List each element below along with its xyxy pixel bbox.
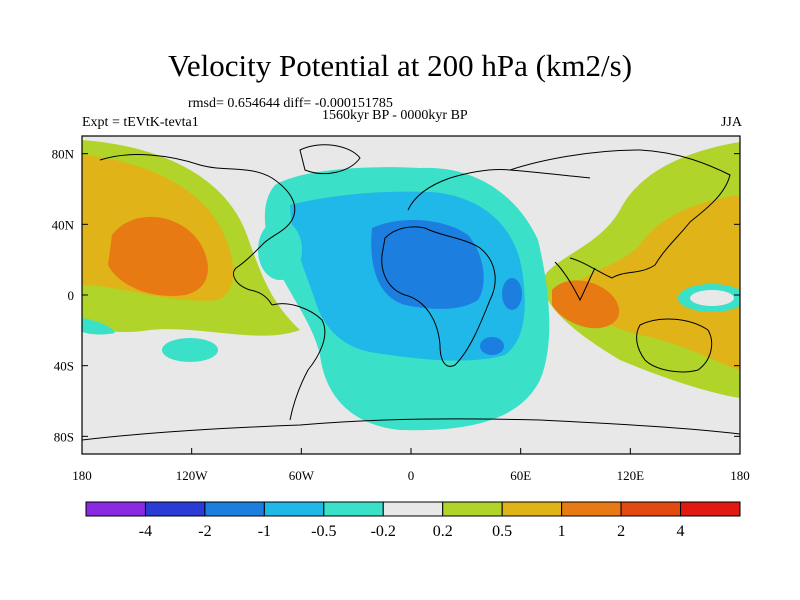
colorbar-label: -4 [139,523,152,540]
x-tick-label: 0 [408,468,415,483]
y-tick-label: 80N [52,147,75,162]
contour-indian-ocean-blue [502,278,522,310]
contour-west-cyan-sliver [82,318,115,335]
colorbar-swatch [680,501,741,517]
coast-europe [407,169,591,211]
contour-indopacific-orange-outer [574,195,740,370]
colorbar: -4 -2 -1 -0.5 -0.2 0.2 0.5 1 2 4 [85,501,741,540]
colorbar-label: 1 [558,523,566,540]
chart-title: Velocity Potential at 200 hPa (km2/s) [167,48,633,83]
contour-indopacific-orange-inner [552,280,620,329]
colorbar-label: 2 [617,523,625,540]
period-text: 1560kyr BP - 0000kyr BP [322,108,468,123]
colorbar-label: -0.2 [371,523,396,540]
stats-text: rmsd= 0.654644 diff= -0.000151785 [188,96,393,111]
colorbar-label: -2 [198,523,211,540]
contour-pacific-small-cyan [162,338,218,362]
contour-africa-blue [371,219,484,309]
y-tick-label: 40S [54,359,74,374]
contour-pacific-orange-inner [108,216,208,296]
experiment-label: Expt = tEVtK-tevta1 [82,115,199,130]
x-tick-label: 60E [510,468,531,483]
x-tick-label: 180 [72,468,92,483]
colorbar-label: 4 [677,523,685,540]
contour-east-grey-patch [690,290,734,306]
colorbar-label: -1 [258,523,271,540]
colorbar-swatch [144,501,206,517]
colorbar-swatch [620,501,682,517]
colorbar-swatch [263,501,325,517]
colorbar-swatch [561,501,622,517]
season-label: JJA [720,115,742,130]
colorbar-label: 0.2 [433,523,453,540]
y-tick-label: 80S [54,429,74,444]
x-tick-label: 180 [730,468,750,483]
colorbar-swatch [442,501,503,517]
contour-madagascar-blue [480,337,504,355]
y-tick-label: 0 [68,288,75,303]
coast-greenland [299,144,361,175]
colorbar-label: -0.5 [311,523,336,540]
coast-africa [381,226,496,367]
x-tick-label: 120W [176,468,209,483]
coast-india [554,261,596,302]
coast-south-america [271,303,326,421]
colorbar-swatch [323,501,384,517]
coast-north-america [99,154,296,306]
colorbar-label: 0.5 [492,523,512,540]
colorbar-swatch [204,501,265,517]
contour-field [82,136,740,454]
coast-australia [636,318,713,373]
axis-ticks: 180 120W 60W 0 60E 120E 180 80N 40N 0 40S 80S [52,147,750,483]
x-tick-label: 60W [289,468,315,483]
coastlines [82,144,740,441]
x-tick-label: 120E [617,468,645,483]
y-tick-label: 40N [52,217,75,232]
contour-samerica-cyan [258,220,302,280]
colorbar-swatch [85,501,146,517]
colorbar-swatch [501,501,563,517]
coast-asia [509,149,731,279]
colorbar-swatch [382,501,444,517]
coast-antarctica [82,418,740,441]
